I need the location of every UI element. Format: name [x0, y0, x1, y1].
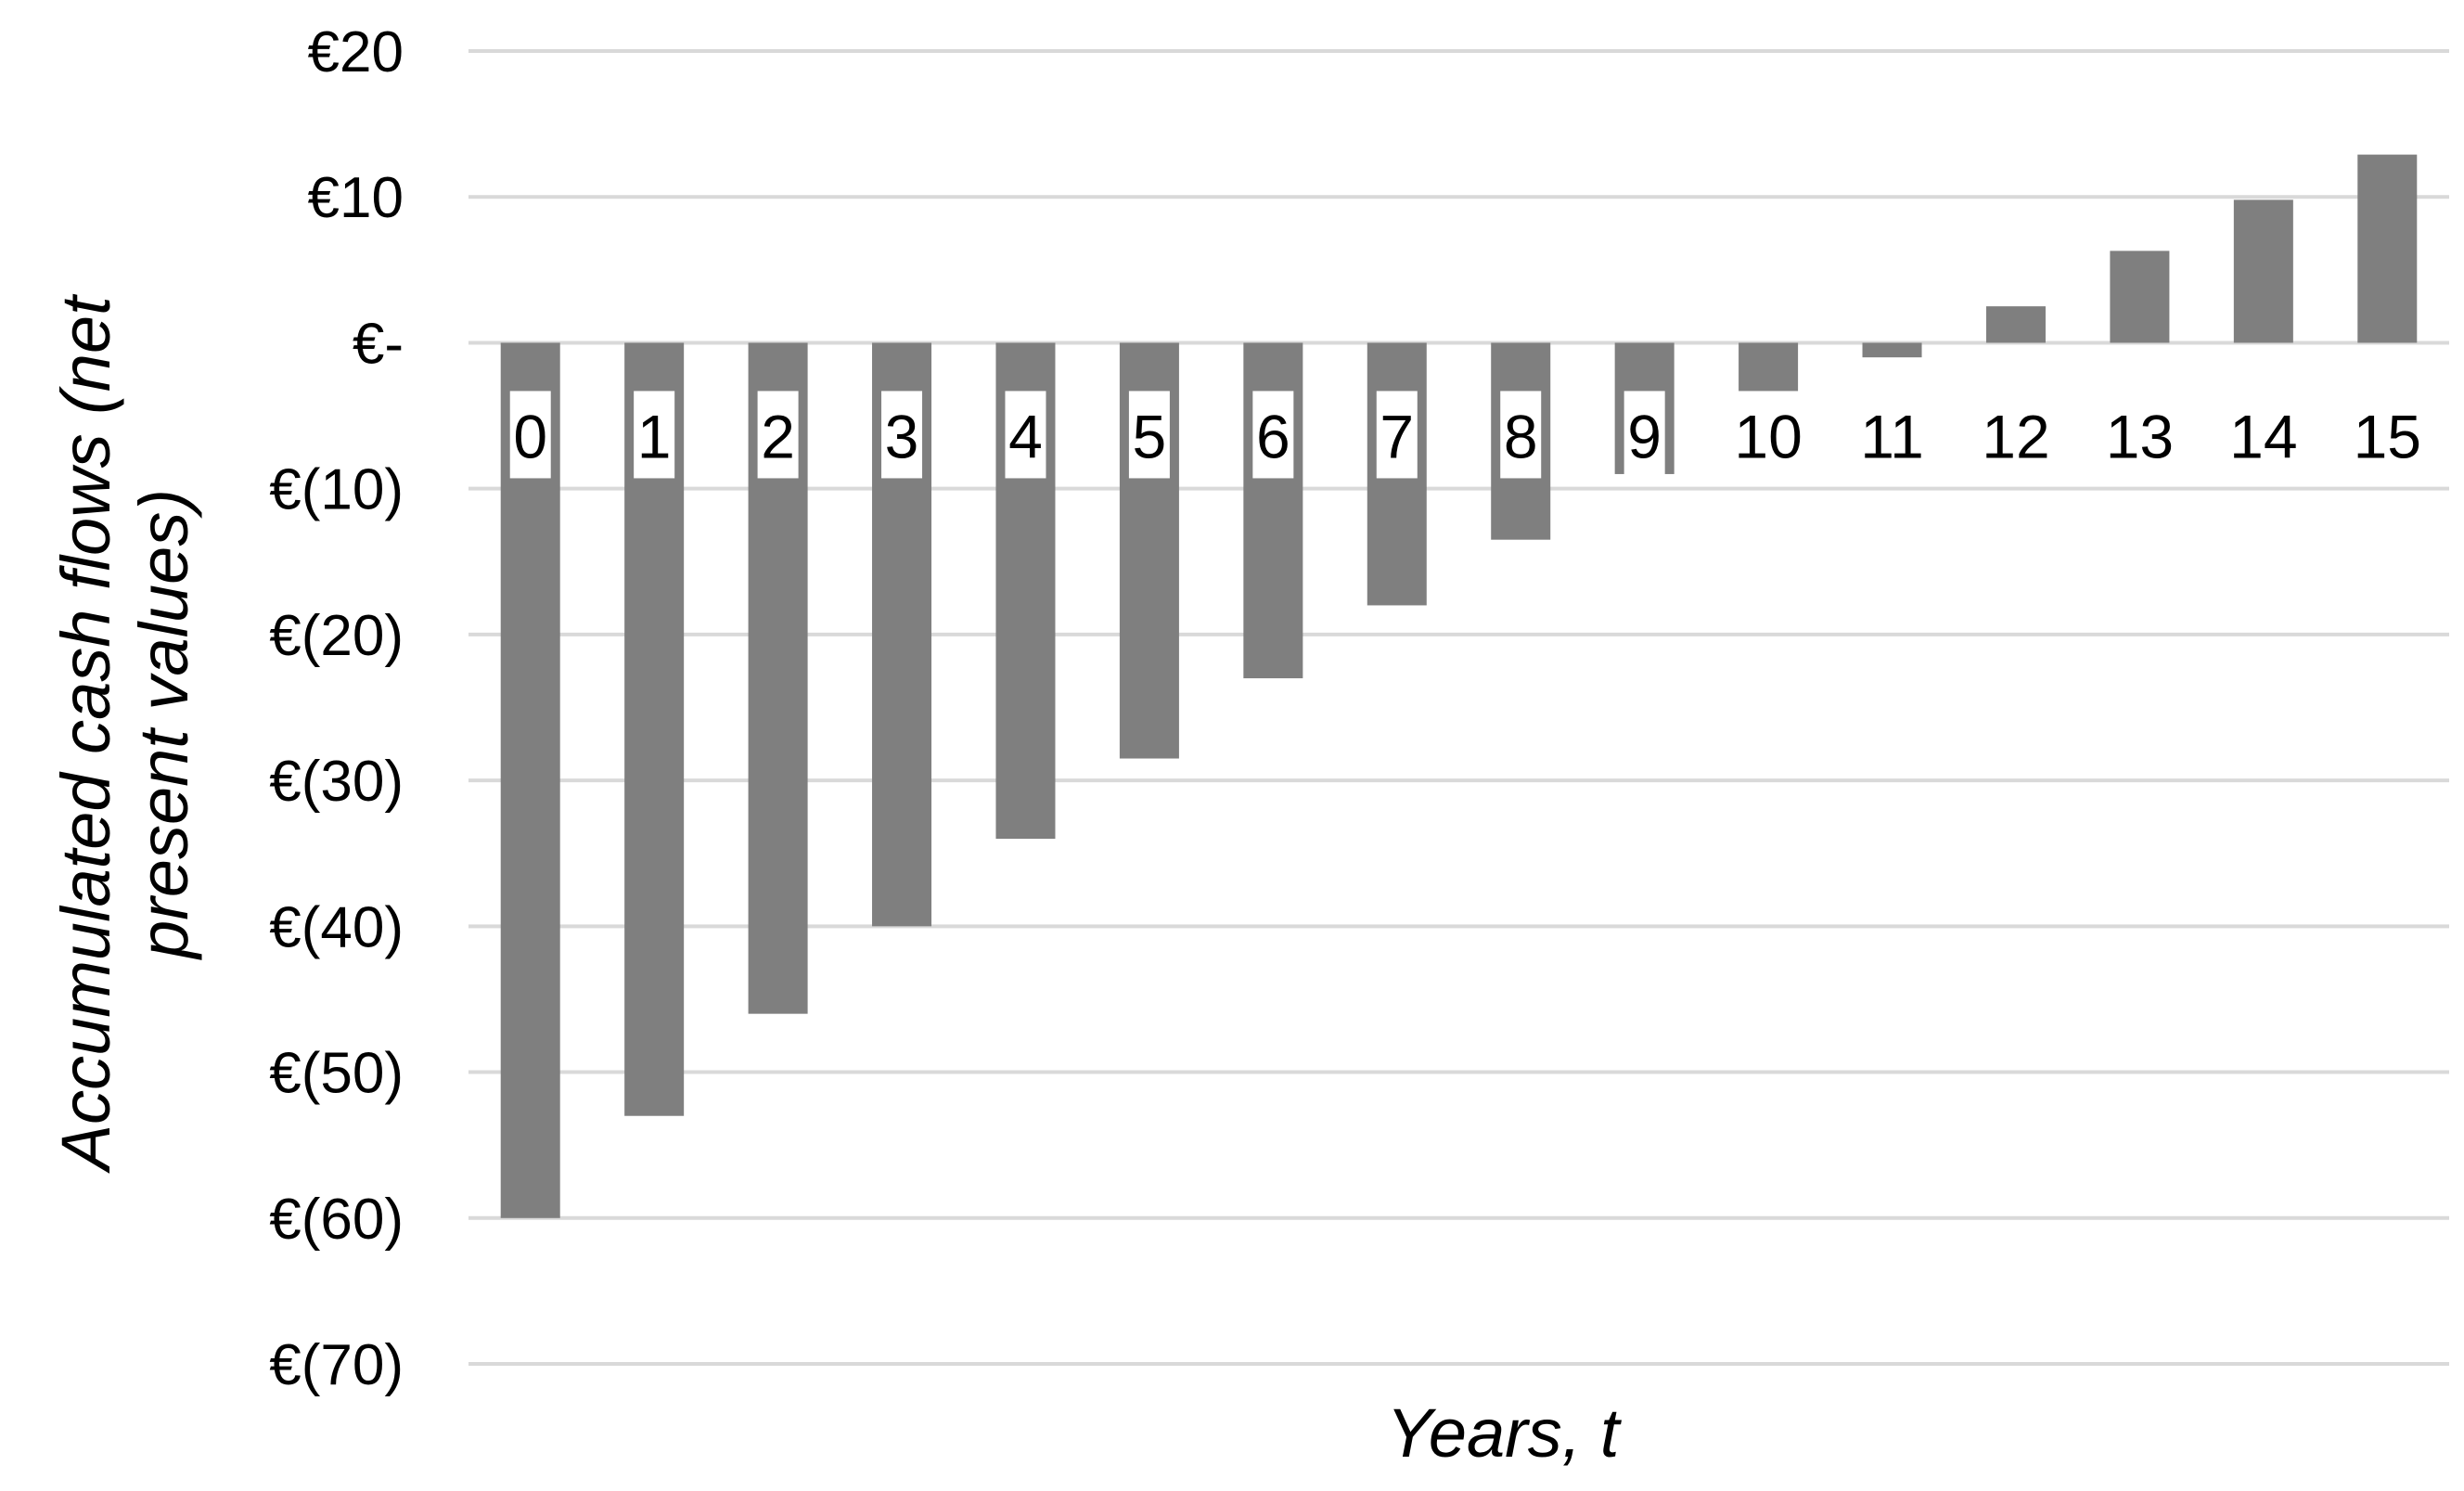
x-tick-label-background — [1128, 391, 1170, 479]
x-tick-label: 9 — [1627, 402, 1662, 470]
x-tick-label: 10 — [1734, 402, 1802, 470]
x-tick-label-background — [1005, 391, 1046, 479]
x-tick-label: 5 — [1133, 402, 1167, 470]
y-axis-ticks: €20 €10 €- €(10) €(20) €(30) €(40) €(50) €(60) €(… — [269, 20, 404, 1397]
x-tick-label: 14 — [2229, 402, 2297, 470]
x-tick-label: 8 — [1504, 402, 1538, 470]
x-tick-label-background — [1252, 391, 1294, 479]
x-tick-label-background — [1731, 391, 1806, 479]
bar — [2357, 154, 2418, 343]
y-tick-label: €(20) — [269, 604, 404, 668]
x-tick-label: 4 — [1008, 402, 1043, 470]
x-tick-label-background — [2102, 391, 2177, 479]
y-tick-label: €10 — [308, 166, 404, 230]
x-tick-label-background — [2226, 391, 2301, 479]
bar — [500, 342, 560, 1218]
x-tick-label-background — [1500, 391, 1542, 479]
y-tick-label: €20 — [308, 20, 404, 84]
x-tick-label-background — [1854, 391, 1930, 479]
y-tick-label: €(50) — [269, 1042, 404, 1106]
x-axis-ticks: 0 1 2 3 4 5 6 7 8 9 10 11 12 13 14 15 — [509, 391, 2425, 479]
x-tick-label: 6 — [1256, 402, 1290, 470]
bar — [1739, 342, 1799, 394]
x-tick-label-background — [757, 391, 799, 479]
y-axis-title-line-1: Accumulated cash flows (net — [47, 293, 124, 1174]
x-tick-label-background — [1623, 391, 1665, 479]
y-tick-label: €(40) — [269, 895, 404, 959]
bar — [1862, 342, 1922, 358]
y-tick-label: €(70) — [269, 1333, 404, 1397]
x-axis-title: Years, t — [1387, 1395, 1623, 1472]
x-tick-label: 7 — [1380, 402, 1414, 470]
x-tick-label-background — [1978, 391, 2053, 479]
x-tick-label-background — [634, 391, 675, 479]
x-tick-label: 0 — [513, 402, 547, 470]
x-tick-label-background — [1376, 391, 1418, 479]
y-tick-label: €(30) — [269, 750, 404, 814]
bars — [500, 154, 2418, 1218]
x-tick-label: 13 — [2106, 402, 2174, 470]
x-tick-label: 3 — [885, 402, 919, 470]
x-tick-label: 2 — [761, 402, 795, 470]
bar — [2233, 199, 2293, 343]
y-tick-label: €(10) — [269, 458, 404, 522]
x-tick-label-background — [509, 391, 551, 479]
y-axis-title: Accumulated cash flows (net present valu… — [47, 277, 202, 1174]
x-tick-label: 1 — [637, 402, 672, 470]
bar — [2110, 251, 2170, 343]
x-tick-label: 12 — [1982, 402, 2049, 470]
y-tick-label: €- — [353, 312, 404, 376]
x-tick-label-background — [2350, 391, 2425, 479]
y-axis-title-line-2: present values) — [125, 489, 202, 960]
y-tick-label: €(60) — [269, 1188, 404, 1252]
x-tick-label: 15 — [2354, 402, 2421, 470]
bar — [1985, 306, 2046, 343]
x-tick-label: 11 — [1860, 402, 1924, 470]
x-tick-label-background — [881, 391, 923, 479]
